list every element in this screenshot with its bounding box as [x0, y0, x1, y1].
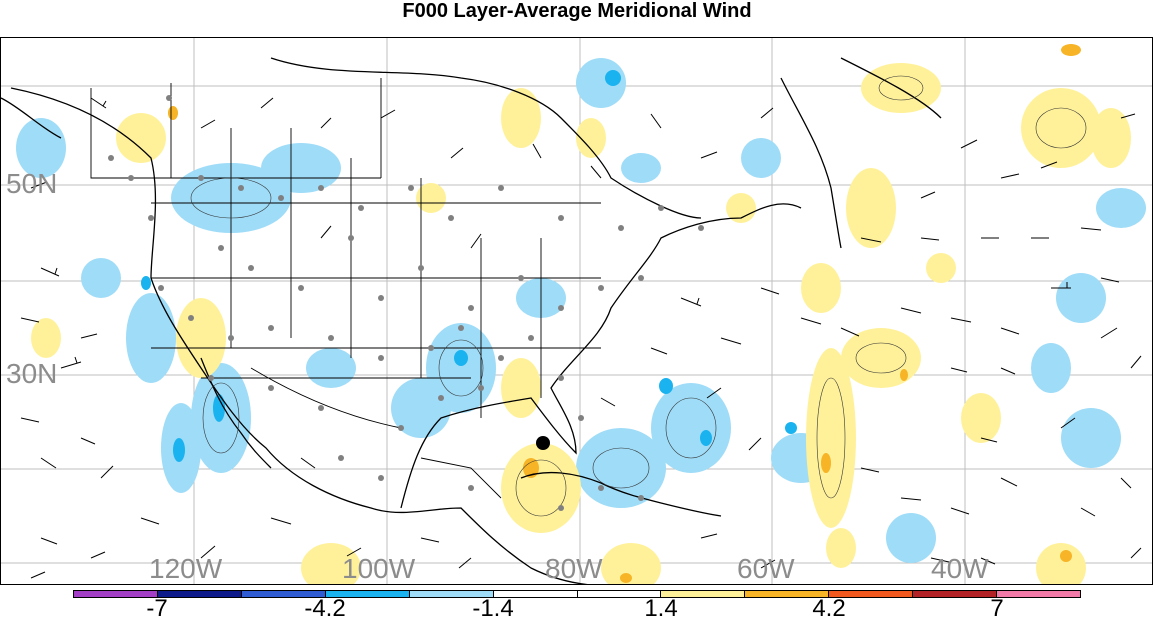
colorbar: [73, 590, 1081, 598]
lat-label-50n: 50N: [6, 168, 58, 199]
lon-label-60w: 60W: [737, 553, 795, 584]
colorbar-segment: [997, 591, 1081, 597]
colorbar-segment: [829, 591, 914, 597]
colorbar-label: -4.2: [304, 595, 346, 622]
contours: [190, 75, 1087, 517]
colorbar-label: -1.4: [472, 595, 514, 622]
colorbar-label: 1.4: [644, 595, 678, 622]
colorbar-segment: [661, 591, 746, 597]
colorbar-segment: [241, 591, 326, 597]
positive-wind-shading: [31, 63, 1131, 584]
colorbar-segment: [577, 591, 662, 597]
lon-label-100w: 100W: [342, 553, 416, 584]
colorbar-segment: [493, 591, 578, 597]
map-title: F000 Layer-Average Meridional Wind: [402, 0, 752, 22]
coastlines: [1, 57, 942, 584]
map-canvas: [1, 38, 1152, 584]
wind-barbs: [20, 97, 1142, 579]
colorbar-segment: [325, 591, 410, 597]
colorbar-label: 7: [990, 595, 1004, 622]
map-panel: 50N 30N 120W 100W 80W 60W 40W: [0, 37, 1153, 585]
black-dot-marker: [536, 436, 550, 450]
boundaries: [90, 78, 601, 499]
station-dots: [108, 95, 704, 511]
colorbar-label: 4.2: [812, 595, 846, 622]
colorbar-segment: [74, 591, 158, 597]
strong-wind-shading: [141, 44, 1081, 583]
lon-label-120w: 120W: [149, 553, 223, 584]
colorbar-segment: [745, 591, 830, 597]
colorbar-label: -7: [146, 595, 168, 622]
lon-label-80w: 80W: [545, 553, 603, 584]
colorbar-segment: [913, 591, 998, 597]
lat-label-30n: 30N: [6, 358, 58, 389]
colorbar-segment: [157, 591, 242, 597]
colorbar-segment: [409, 591, 494, 597]
lon-label-40w: 40W: [931, 553, 989, 584]
